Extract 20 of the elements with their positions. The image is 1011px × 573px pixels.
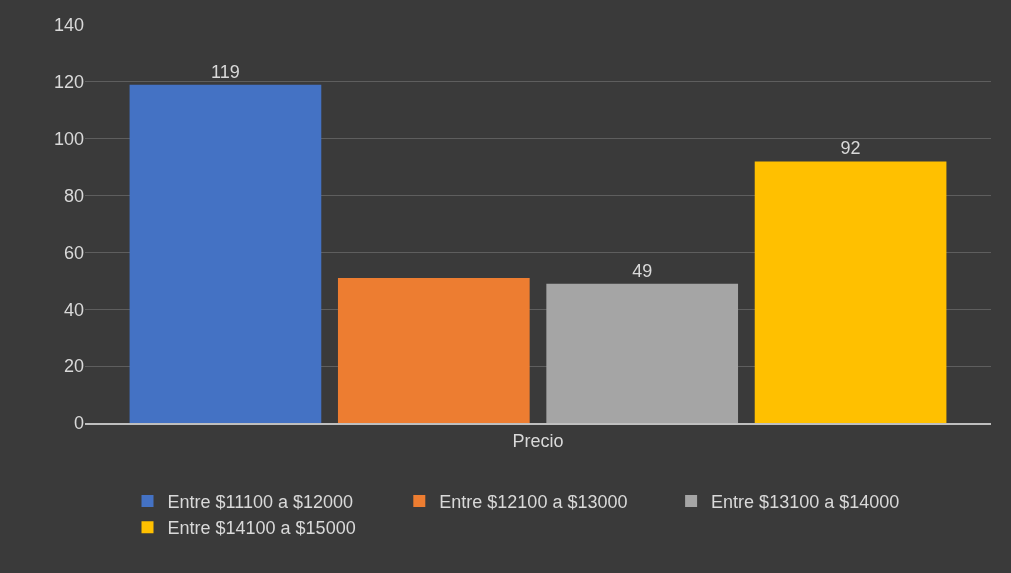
bar <box>337 278 530 423</box>
legend-label: Entre $11100 a $12000 <box>167 491 353 512</box>
y-tick-label: 140 <box>53 15 84 36</box>
y-tick-label: 40 <box>63 299 84 320</box>
y-tick-label: 80 <box>63 185 84 206</box>
y-tick-label: 0 <box>73 413 84 434</box>
data-label: 49 <box>632 260 653 281</box>
bar <box>546 283 739 423</box>
x-tick-label: Precio <box>512 430 564 451</box>
data-label: 119 <box>211 61 240 82</box>
legend-label: Entre $13100 a $14000 <box>711 491 900 512</box>
y-tick-label: 60 <box>63 242 84 263</box>
data-label: 92 <box>840 138 861 159</box>
y-tick-label: 20 <box>63 356 84 377</box>
y-tick-label: 120 <box>53 72 84 93</box>
y-tick-label: 100 <box>53 129 84 150</box>
legend-label: Entre $12100 a $13000 <box>439 491 628 512</box>
bar <box>129 84 322 423</box>
legend-label: Entre $14100 a $15000 <box>167 518 356 539</box>
bar <box>754 161 947 423</box>
